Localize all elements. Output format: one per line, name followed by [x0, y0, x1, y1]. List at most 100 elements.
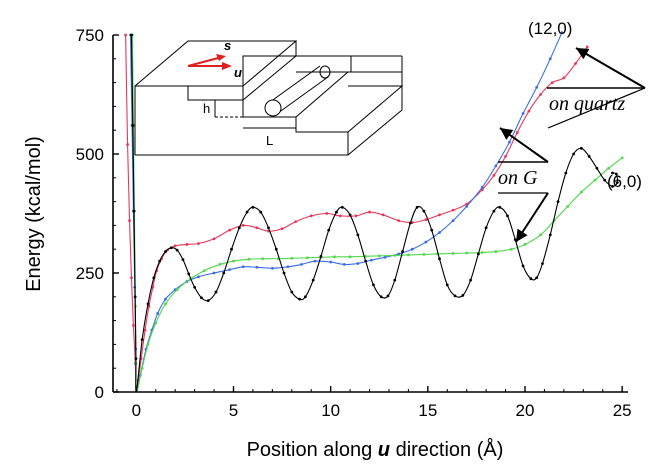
arrow-quartz-12-0 — [575, 47, 646, 89]
series-point-1 — [451, 219, 455, 223]
series-point-0 — [550, 81, 554, 84]
series-point-1 — [342, 263, 346, 266]
series-point-2 — [333, 255, 336, 259]
series-point-0 — [132, 323, 135, 327]
series-point-3 — [401, 250, 404, 253]
series-point-1 — [241, 265, 245, 269]
series-point-0 — [585, 45, 589, 49]
series-point-1 — [255, 265, 259, 269]
series-point-3 — [615, 181, 619, 184]
series-point-2 — [465, 251, 469, 255]
inset-outline — [188, 40, 297, 100]
series-point-2 — [164, 302, 167, 306]
series-point-3 — [146, 302, 150, 306]
series-point-2 — [377, 254, 381, 258]
series-line-3 — [130, 34, 619, 392]
series-point-3 — [251, 205, 255, 209]
series-point-0 — [241, 224, 245, 227]
series-point-3 — [356, 233, 360, 237]
series-point-3 — [453, 294, 457, 298]
inset-outline — [243, 71, 350, 118]
inset-u-arrowhead — [222, 62, 232, 70]
series-point-0 — [338, 214, 342, 218]
series-point-3 — [214, 290, 218, 294]
series-point-3 — [282, 271, 286, 275]
series-point-1 — [164, 297, 167, 301]
series-point-0 — [173, 244, 177, 248]
x-tick-label: 25 — [613, 401, 632, 420]
series-point-1 — [465, 204, 469, 208]
series-point-2 — [261, 257, 265, 261]
series-point-1 — [329, 260, 333, 264]
series-point-0 — [368, 210, 371, 214]
series-point-3 — [237, 226, 241, 230]
series-point-3 — [193, 285, 197, 289]
x-tick-label: 15 — [418, 401, 437, 420]
series-point-3 — [134, 357, 138, 361]
series-point-3 — [469, 278, 472, 282]
x-tick-label: 5 — [229, 401, 238, 420]
series-point-3 — [348, 213, 352, 217]
series-point-2 — [247, 257, 251, 261]
series-point-3 — [476, 252, 480, 256]
series-point-0 — [185, 243, 189, 246]
series-point-3 — [393, 278, 397, 282]
series-line-1 — [129, 32, 563, 392]
series-point-3 — [364, 259, 368, 263]
series-point-3 — [340, 205, 344, 209]
series-point-3 — [175, 248, 179, 252]
series-point-1 — [383, 255, 387, 259]
series-point-3 — [181, 258, 185, 262]
series-point-3 — [484, 226, 488, 230]
series-point-0 — [492, 174, 496, 177]
inset-s-arrow — [187, 56, 223, 67]
series-point-3 — [438, 257, 441, 261]
series-point-2 — [539, 233, 542, 237]
series-point-3 — [430, 228, 434, 232]
series-point-0 — [515, 131, 519, 134]
series-point-2 — [451, 252, 455, 255]
series-point-2 — [305, 256, 309, 260]
series-point-0 — [325, 212, 329, 215]
series-point-3 — [603, 178, 607, 182]
inset-outline — [296, 71, 403, 86]
series-point-3 — [564, 171, 568, 175]
series-point-3 — [133, 295, 137, 299]
series-point-0 — [124, 33, 128, 37]
series-point-1 — [480, 185, 484, 189]
series-point-0 — [397, 219, 401, 223]
series-point-0 — [197, 242, 200, 245]
x-axis-title-suffix: direction (Å) — [390, 438, 503, 461]
arrow-g-12-0-head — [500, 128, 514, 140]
series-point-1 — [494, 164, 498, 168]
series-point-0 — [294, 220, 298, 223]
y-tick-label: 250 — [76, 264, 104, 283]
series-layer — [124, 31, 624, 392]
series-point-2 — [494, 250, 498, 253]
x-axis-title: Position along u direction (Å) — [247, 438, 504, 461]
series-point-3 — [259, 210, 263, 214]
series-point-0 — [143, 328, 147, 332]
series-point-2 — [154, 321, 158, 325]
series-point-1 — [410, 247, 414, 251]
series-point-3 — [335, 210, 338, 214]
series-point-0 — [147, 304, 151, 308]
series-point-3 — [611, 184, 614, 188]
series-point-3 — [169, 246, 173, 250]
series-point-3 — [187, 272, 191, 276]
series-point-3 — [130, 33, 133, 37]
series-point-3 — [529, 277, 533, 281]
series-point-1 — [197, 275, 200, 279]
series-point-2 — [620, 156, 624, 160]
x-tick-label: 10 — [321, 401, 340, 420]
series-point-3 — [587, 154, 591, 158]
label-on-quartz: on quartz — [549, 93, 625, 115]
series-point-3 — [386, 294, 390, 298]
series-point-3 — [132, 209, 136, 213]
series-point-1 — [156, 312, 160, 315]
series-point-2 — [290, 256, 294, 260]
y-tick-label: 750 — [76, 26, 104, 45]
series-point-3 — [572, 152, 575, 156]
series-point-1 — [212, 271, 216, 275]
